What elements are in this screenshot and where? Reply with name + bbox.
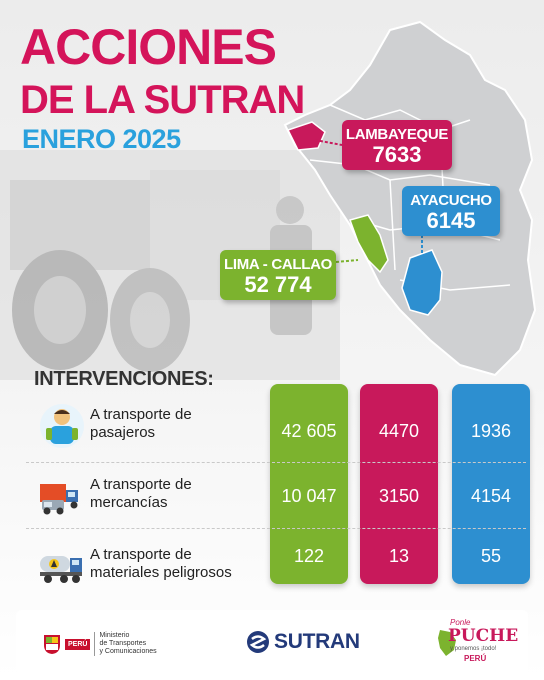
ministry-name: Ministerio de Transportes y Comunicacion… — [94, 632, 157, 656]
ministry-logo: PERÚ Ministerio de Transportes y Comunic… — [42, 632, 157, 656]
coat-of-arms-icon — [44, 635, 60, 654]
peru-label: PERÚ — [65, 638, 91, 650]
lambayeque-region — [286, 121, 326, 151]
region-tag-lambayeque: LAMBAYEQUE 7633 — [342, 120, 452, 170]
value-cell: 55 — [480, 546, 502, 566]
row-label-hazardous: A transporte de materiales peligrosos — [90, 546, 232, 581]
row-label-passengers: A transporte de pasajeros — [90, 406, 192, 441]
row-divider — [26, 528, 526, 529]
ayacucho-region — [401, 249, 443, 316]
row-divider — [26, 462, 526, 463]
peru-silhouette-icon — [438, 630, 456, 656]
value-cell: 122 — [293, 546, 325, 566]
sutran-logo: SUTRAN — [246, 630, 360, 654]
value-cell: 1936 — [470, 421, 512, 441]
region-tag-lima-callao: LIMA - CALLAO 52 774 — [220, 250, 336, 300]
ponle-punche-logo: Ponle PUCHE y ponemos ¡todo! PERÚ — [436, 618, 518, 668]
subtitle-date: ENERO 2025 — [22, 124, 181, 154]
value-cell: 3150 — [378, 486, 420, 506]
column-lima-callao — [270, 384, 348, 584]
cargo-truck-icon — [40, 484, 78, 515]
column-lambayeque — [360, 384, 438, 584]
value-cell: 4470 — [378, 421, 420, 441]
title-line-2: DE LA SUTRAN — [20, 78, 305, 122]
value-cell: 4154 — [470, 486, 512, 506]
region-count: 52 774 — [244, 272, 312, 297]
region-name: AYACUCHO — [410, 192, 492, 209]
column-ayacucho — [452, 384, 530, 584]
row-label-cargo: A transporte de mercancías — [90, 476, 192, 511]
value-cell: 13 — [388, 546, 410, 566]
lima-callao-region — [349, 214, 389, 274]
region-name: LIMA - CALLAO — [223, 256, 333, 273]
title-line-1: ACCIONES — [20, 19, 277, 75]
region-count: 6145 — [426, 208, 476, 233]
passenger-icon — [40, 404, 84, 448]
region-tag-ayacucho: AYACUCHO 6145 — [402, 186, 500, 236]
sutran-icon — [247, 631, 269, 653]
region-count: 7633 — [372, 142, 422, 167]
tanker-truck-icon — [40, 556, 82, 583]
footer: PERÚ Ministerio de Transportes y Comunic… — [16, 610, 528, 674]
value-cell: 10 047 — [281, 486, 337, 506]
region-name: LAMBAYEQUE — [345, 126, 449, 143]
value-cell: 42 605 — [281, 421, 337, 441]
interventions-title: INTERVENCIONES: — [34, 368, 214, 390]
